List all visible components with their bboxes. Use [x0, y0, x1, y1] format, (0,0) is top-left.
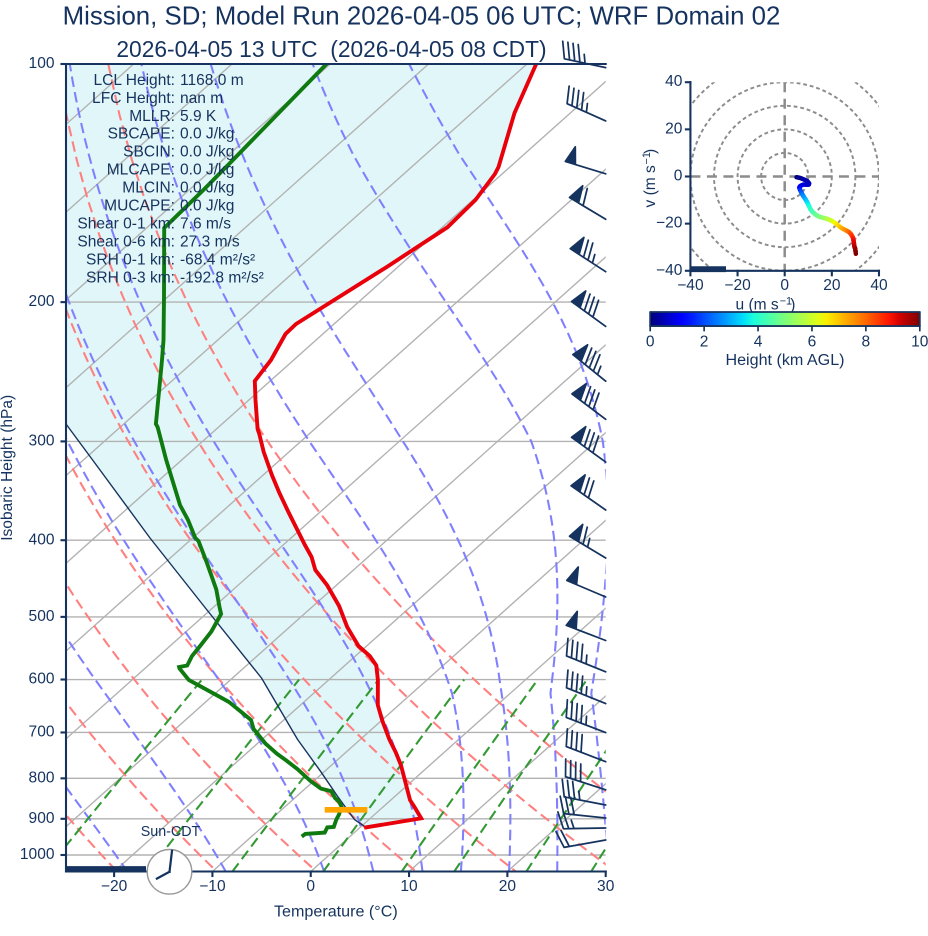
svg-text:SRH 0-1 km:: SRH 0-1 km: — [86, 251, 175, 268]
svg-text:0.0 J/kg: 0.0 J/kg — [180, 198, 234, 215]
svg-text:0.0 J/kg: 0.0 J/kg — [180, 162, 234, 179]
svg-text:Mission, SD; Model Run 2026-04: Mission, SD; Model Run 2026-04-05 06 UTC… — [63, 3, 781, 31]
svg-text:10: 10 — [400, 878, 418, 895]
svg-text:SBCIN:: SBCIN: — [123, 144, 175, 161]
svg-text:40: 40 — [665, 73, 683, 90]
svg-text:300: 300 — [29, 432, 55, 449]
svg-text:Shear 0-6 km:: Shear 0-6 km: — [77, 233, 175, 250]
svg-text:−1: −1 — [641, 152, 653, 164]
svg-text:500: 500 — [29, 608, 55, 625]
svg-text:MUCAPE:: MUCAPE: — [104, 198, 175, 215]
svg-text:-68.4 m²/s²: -68.4 m²/s² — [180, 251, 255, 268]
svg-text:MLCIN:: MLCIN: — [122, 180, 175, 197]
svg-text:0: 0 — [674, 168, 683, 185]
svg-text:LFC Height:: LFC Height: — [92, 90, 175, 107]
svg-text:-192.8 m²/s²: -192.8 m²/s² — [180, 269, 264, 286]
svg-text:200: 200 — [29, 293, 55, 310]
svg-text:8: 8 — [862, 333, 871, 350]
svg-text:4: 4 — [754, 333, 763, 350]
svg-text:0.0 J/kg: 0.0 J/kg — [180, 144, 234, 161]
svg-text:SRH 0-3 km:: SRH 0-3 km: — [86, 269, 175, 286]
svg-text:Shear 0-1 km:: Shear 0-1 km: — [77, 216, 175, 233]
svg-text:10: 10 — [911, 333, 928, 350]
svg-text:1000: 1000 — [20, 846, 55, 863]
svg-text:−20: −20 — [101, 878, 128, 895]
svg-text:MLCAPE:: MLCAPE: — [107, 162, 175, 179]
svg-text:400: 400 — [29, 531, 55, 548]
svg-text:0: 0 — [646, 333, 655, 350]
svg-text:LCL Height:: LCL Height: — [93, 72, 175, 89]
svg-text:20: 20 — [823, 277, 841, 294]
svg-text:−20: −20 — [656, 215, 683, 232]
svg-text:30: 30 — [597, 878, 615, 895]
svg-text:SBCAPE:: SBCAPE: — [108, 126, 175, 143]
svg-text:Height (km AGL): Height (km AGL) — [725, 351, 844, 369]
svg-text:20: 20 — [499, 878, 517, 895]
svg-text:v (m s: v (m s — [642, 165, 659, 208]
svg-text:−20: −20 — [724, 277, 751, 294]
svg-text:900: 900 — [29, 810, 55, 827]
svg-text:0.0 J/kg: 0.0 J/kg — [180, 126, 234, 143]
svg-text:2: 2 — [700, 333, 709, 350]
svg-text:): ) — [790, 297, 795, 314]
svg-text:nan m: nan m — [180, 90, 223, 107]
svg-text:0.0 J/kg: 0.0 J/kg — [180, 180, 234, 197]
svg-text:Sun-CDT: Sun-CDT — [141, 824, 201, 840]
svg-text:7.6 m/s: 7.6 m/s — [180, 216, 231, 233]
svg-text:20: 20 — [665, 120, 683, 137]
svg-text:600: 600 — [29, 671, 55, 688]
svg-text:800: 800 — [29, 769, 55, 786]
svg-text:6: 6 — [808, 333, 817, 350]
svg-text:−1: −1 — [780, 296, 792, 308]
svg-text:700: 700 — [29, 723, 55, 740]
svg-text:40: 40 — [870, 277, 888, 294]
svg-text:100: 100 — [29, 55, 55, 72]
svg-text:Temperature (°C): Temperature (°C) — [274, 902, 398, 920]
svg-text:2026-04-05 13 UTC (2026-04-05: 2026-04-05 13 UTC (2026-04-05 08 CDT) — [116, 36, 546, 62]
svg-text:MLLR:: MLLR: — [129, 108, 175, 125]
svg-text:): ) — [642, 149, 659, 154]
svg-text:5.9 K: 5.9 K — [180, 108, 217, 125]
svg-text:Isobaric Height (hPa): Isobaric Height (hPa) — [0, 395, 16, 541]
svg-text:−40: −40 — [677, 277, 704, 294]
svg-text:u (m s: u (m s — [736, 297, 779, 314]
svg-text:1168.0 m: 1168.0 m — [180, 72, 244, 89]
svg-text:0: 0 — [306, 878, 315, 895]
svg-text:−40: −40 — [656, 262, 683, 279]
svg-text:0: 0 — [780, 277, 789, 294]
svg-text:27.3 m/s: 27.3 m/s — [180, 233, 240, 250]
svg-text:−10: −10 — [199, 878, 226, 895]
